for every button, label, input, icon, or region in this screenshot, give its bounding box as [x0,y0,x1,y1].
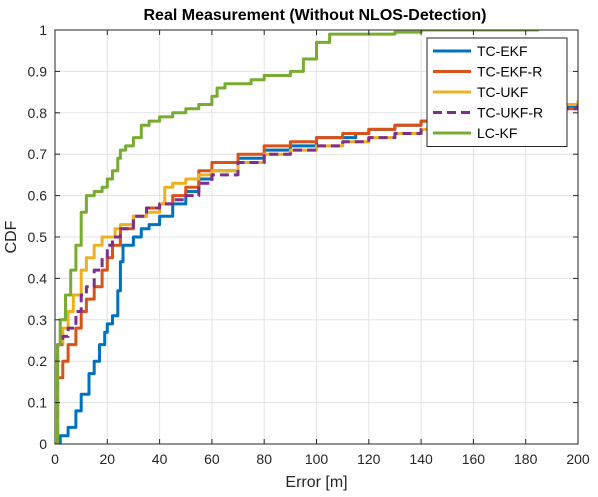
x-tick-label: 60 [204,451,220,467]
x-tick-label: 200 [566,451,590,467]
y-tick-label: 0.9 [28,63,48,79]
legend-entry: TC-UKF [477,84,528,100]
x-tick-label: 140 [409,451,433,467]
x-tick-label: 100 [305,451,329,467]
chart-title: Real Measurement (Without NLOS-Detection… [144,7,487,24]
legend: TC-EKF TC-EKF-R TC-UKF TC-UKF-R LC-KF [426,37,568,147]
y-tick-label: 0 [39,436,47,452]
y-tick-label: 0.4 [28,270,48,286]
legend-entry: TC-EKF-R [477,64,542,80]
series-line-lc-kf [55,30,539,444]
y-tick-label: 0.3 [28,312,48,328]
y-tick-label: 0.6 [28,188,48,204]
x-tick-label: 120 [357,451,381,467]
y-axis-label: CDF [3,220,20,253]
x-tick-label: 180 [514,451,538,467]
x-axis-label: Error [m] [285,474,347,491]
x-tick-label: 160 [462,451,486,467]
x-tick-label: 40 [152,451,168,467]
y-tick-label: 1 [39,22,47,38]
y-tick-label: 0.8 [28,105,48,121]
axis-ticks: 0 20 40 60 80 100 120 140 160 180 200 0 0.1 0.2 0.3 0.4… [28,22,590,467]
y-tick-label: 0.2 [28,353,48,369]
legend-entry: TC-EKF [477,43,528,59]
x-tick-label: 80 [256,451,272,467]
legend-entry: TC-UKF-R [477,105,543,121]
x-tick-label: 0 [51,451,59,467]
y-tick-label: 0.5 [28,229,48,245]
y-tick-label: 0.1 [28,395,48,411]
y-tick-label: 0.7 [28,146,48,162]
legend-entry: LC-KF [477,125,517,141]
x-tick-label: 20 [100,451,116,467]
